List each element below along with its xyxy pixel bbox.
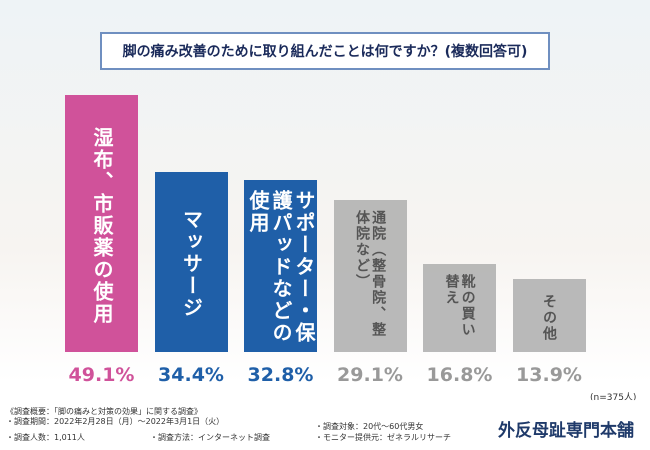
footnote: ・調査方法：インターネット調査 xyxy=(150,433,270,442)
footnote: ・調査期間：2022年2月28日（月）～2022年3月1日（火） xyxy=(6,417,225,426)
category-label: マッサージ xyxy=(179,209,204,320)
value-label: 49.1% xyxy=(68,364,135,386)
footer xyxy=(0,400,650,450)
category-label: 靴の買い替え xyxy=(443,274,476,339)
value-label: 29.1% xyxy=(337,364,403,386)
footnote: 《調査概要：「脚の痛みと対策の効果」に関する調査》 xyxy=(6,407,202,416)
value-label: 16.8% xyxy=(426,364,493,386)
value-label: 34.4% xyxy=(158,364,224,386)
footnote: ・調査対象：20代～60代男女 xyxy=(315,422,424,431)
bar xyxy=(333,199,407,352)
chart-title: 脚の痛み改善のために取り組んだことは何ですか？(複数回答可) xyxy=(100,32,550,70)
footnote: ・モニター提供元：ゼネラルリサーチ xyxy=(315,433,451,442)
bar xyxy=(244,180,317,352)
bar xyxy=(154,172,228,352)
bar xyxy=(512,279,586,352)
bar xyxy=(65,95,138,352)
category-label: 通院（整骨院、整体院など） xyxy=(354,209,387,338)
category-label: その他 xyxy=(541,293,558,342)
category-label: 湿布、市販薬の使用 xyxy=(90,126,114,325)
logo: 外反母趾専門本舗 xyxy=(498,421,634,441)
bar xyxy=(423,264,496,352)
sample-note: (n=375人) xyxy=(590,393,637,403)
value-label: 32.8% xyxy=(247,364,314,386)
category-label: サポーター・保護パッドなどの使用 xyxy=(246,190,316,345)
value-label: 13.9% xyxy=(516,364,582,386)
footnote: ・調査人数：1,011人 xyxy=(6,433,85,442)
